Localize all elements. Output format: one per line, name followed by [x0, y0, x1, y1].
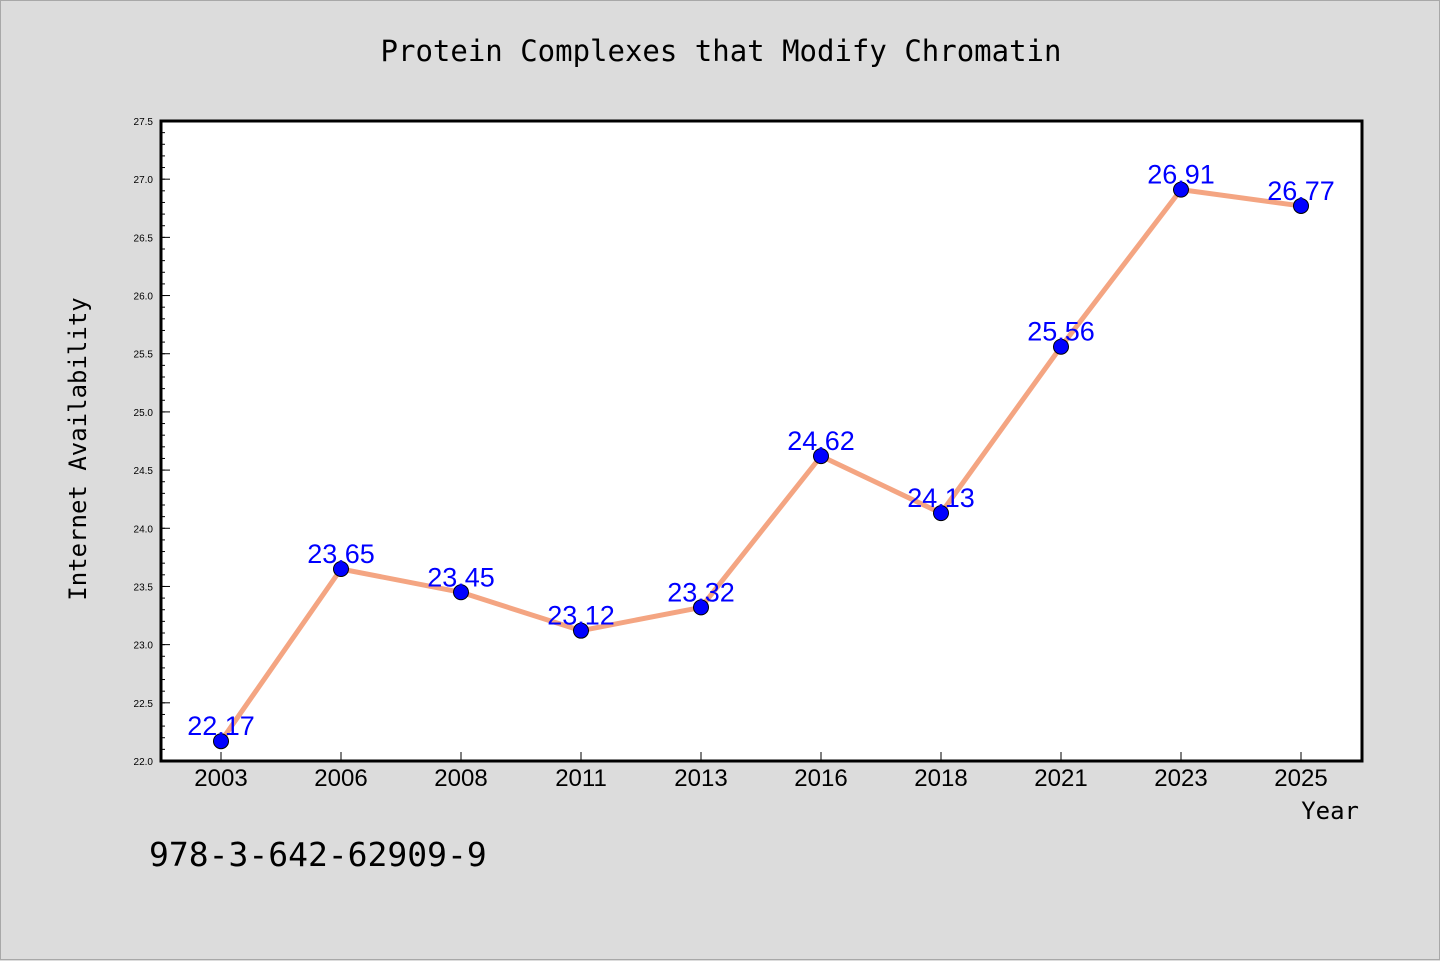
data-label: 23.12	[547, 601, 615, 631]
data-point	[813, 448, 829, 465]
y-tick-label: 26.0	[134, 292, 154, 303]
isbn-annotation: 978-3-642-62909-9	[149, 835, 487, 874]
y-tick-label: 23.5	[134, 582, 154, 593]
data-point	[933, 505, 949, 522]
y-tick-label: 24.5	[134, 466, 154, 477]
data-point	[333, 561, 349, 577]
y-tick-label: 22.5	[134, 699, 154, 710]
data-label: 23.32	[667, 577, 735, 607]
y-tick-label: 26.5	[134, 233, 154, 244]
y-tick-label: 22.0	[134, 757, 154, 768]
x-tick-label: 2023	[1154, 765, 1207, 792]
data-label: 24.13	[907, 483, 975, 513]
x-tick-label: 2011	[555, 765, 607, 792]
x-tick-label: 2018	[914, 765, 967, 792]
x-axis-label: Year	[1301, 797, 1359, 825]
y-tick-label: 25.5	[134, 350, 154, 361]
plot-area	[161, 121, 1362, 761]
x-tick-label: 2003	[194, 765, 247, 792]
data-point	[693, 599, 709, 616]
x-tick-label: 2006	[314, 765, 367, 792]
data-label: 26.77	[1267, 176, 1335, 206]
x-tick-label: 2008	[434, 765, 487, 792]
x-tick-label: 2013	[674, 765, 727, 792]
data-point	[1293, 197, 1309, 214]
data-label: 22.17	[187, 711, 255, 741]
data-point	[453, 584, 469, 601]
x-tick-label: 2025	[1274, 765, 1327, 792]
data-point	[213, 733, 229, 750]
y-tick-label: 23.0	[134, 641, 154, 652]
y-tick-label: 27.5	[134, 117, 154, 128]
y-tick-label: 24.0	[134, 524, 154, 535]
x-tick-label: 2021	[1034, 765, 1087, 792]
data-label: 26.91	[1147, 160, 1215, 190]
plot-frame	[159, 119, 1364, 763]
data-point	[573, 622, 589, 639]
y-tick-label: 27.0	[134, 175, 154, 186]
data-label: 23.45	[427, 562, 495, 592]
series-line	[218, 187, 1304, 744]
y-tick-label: 25.0	[134, 408, 154, 419]
data-point	[1053, 338, 1069, 355]
data-point	[1173, 181, 1189, 198]
data-label: 23.65	[307, 539, 375, 569]
chart-title: Protein Complexes that Modify Chromatin	[380, 34, 1062, 68]
data-label: 24.62	[787, 426, 855, 456]
data-label: 25.56	[1027, 317, 1095, 347]
x-tick-label: 2016	[794, 765, 847, 792]
